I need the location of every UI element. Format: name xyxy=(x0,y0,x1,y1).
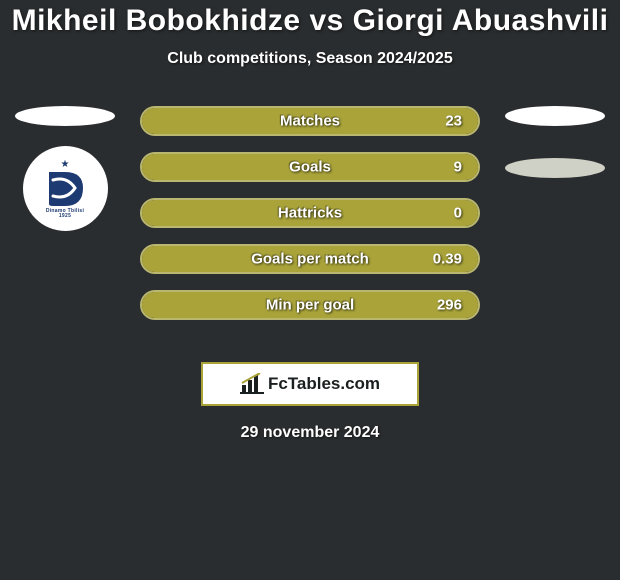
page-title: Mikheil Bobokhidze vs Giorgi Abuashvili xyxy=(0,4,620,38)
club-year: 1925 xyxy=(59,213,71,219)
bar-chart-icon xyxy=(240,373,264,395)
stat-bar: Min per goal 296 xyxy=(140,290,480,320)
footer-label: FcTables.com xyxy=(268,374,380,394)
stat-value: 296 xyxy=(437,297,462,314)
content-row: ★ Dinamo Tbilisi 1925 Matches 23 Goals 9 Hat… xyxy=(0,106,620,336)
stat-label: Matches xyxy=(280,113,340,130)
footer-brand-box[interactable]: FcTables.com xyxy=(201,362,419,406)
stat-bars: Matches 23 Goals 9 Hattricks 0 Goals per match… xyxy=(140,106,480,336)
player-oval-left xyxy=(15,106,115,126)
club-d-icon xyxy=(43,168,87,208)
stat-value: 0 xyxy=(454,205,462,222)
stat-bar: Goals per match 0.39 xyxy=(140,244,480,274)
stat-bar: Hattricks 0 xyxy=(140,198,480,228)
club-name-label: Dinamo Tbilisi 1925 xyxy=(46,209,84,219)
infographic-container: Mikheil Bobokhidze vs Giorgi Abuashvili … xyxy=(0,0,620,442)
page-subtitle: Club competitions, Season 2024/2025 xyxy=(0,50,620,68)
stat-value: 23 xyxy=(445,113,462,130)
stat-label: Goals per match xyxy=(251,251,369,268)
stat-label: Hattricks xyxy=(278,205,342,222)
stat-bar: Matches 23 xyxy=(140,106,480,136)
player-oval-right-1 xyxy=(505,106,605,126)
stat-label: Goals xyxy=(289,159,331,176)
stat-bar: Goals 9 xyxy=(140,152,480,182)
right-column xyxy=(500,106,610,198)
club-logo-dinamo-tbilisi: ★ Dinamo Tbilisi 1925 xyxy=(23,146,108,231)
player-oval-right-2 xyxy=(505,158,605,178)
left-column: ★ Dinamo Tbilisi 1925 xyxy=(10,106,120,231)
date-label: 29 november 2024 xyxy=(0,424,620,442)
stat-value: 9 xyxy=(454,159,462,176)
stat-label: Min per goal xyxy=(266,297,354,314)
stat-value: 0.39 xyxy=(433,251,462,268)
